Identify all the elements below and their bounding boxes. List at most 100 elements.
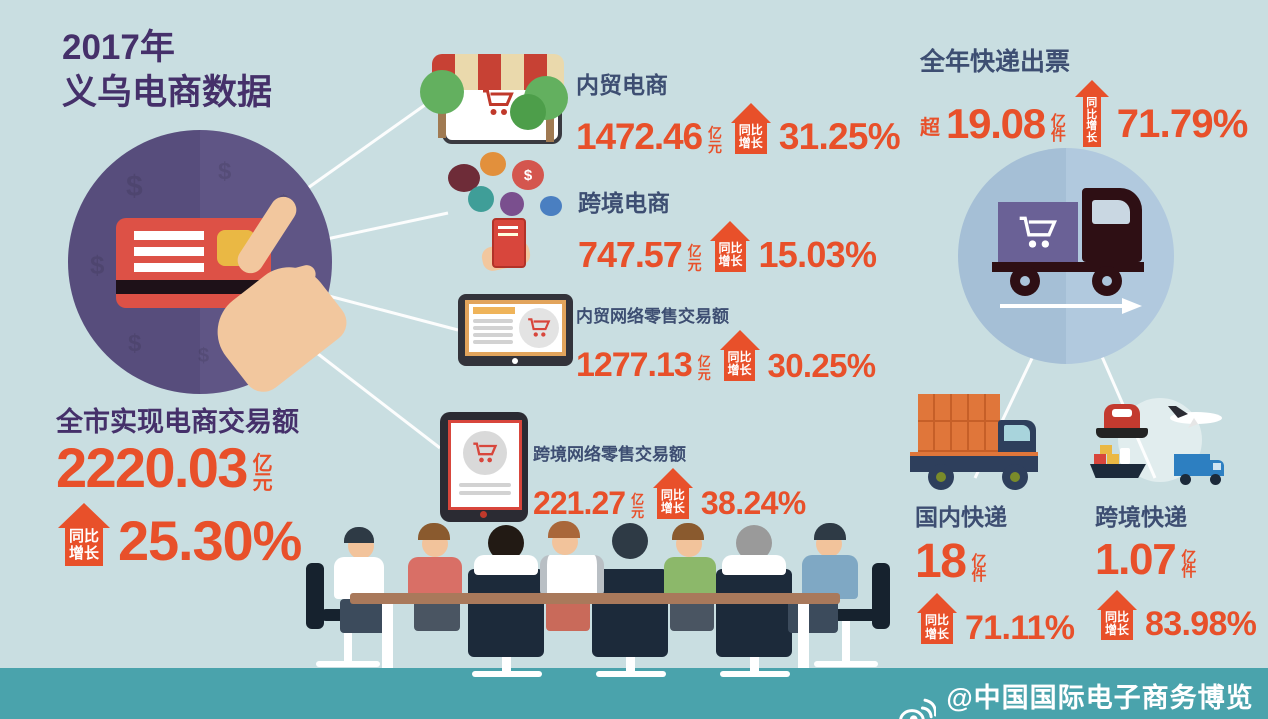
- direction-arrow-icon: [1000, 298, 1142, 314]
- growth-label: 同比增长: [1086, 97, 1098, 144]
- stat-domestic-express: 国内快递 18 亿件 同比增长 71.11%: [915, 498, 1075, 645]
- truck-wheel: [1010, 266, 1040, 296]
- title-line2: 义乌电商数据: [62, 72, 273, 112]
- stat-growth: 71.79%: [1116, 102, 1249, 147]
- cargo-box: [1100, 445, 1112, 454]
- stat-unit: 亿件: [1050, 112, 1066, 144]
- arrow-head: [719, 330, 760, 350]
- legs: [788, 599, 838, 633]
- chair-base: [814, 661, 878, 667]
- containers: [918, 394, 1000, 453]
- hair: [672, 523, 704, 540]
- torso: [664, 557, 716, 597]
- screen-line: [459, 483, 511, 487]
- cart-icon: [1019, 216, 1058, 248]
- stat-growth: 25.30%: [118, 508, 302, 572]
- truck-window: [1213, 463, 1221, 470]
- stat-growth: 83.98%: [1145, 605, 1257, 644]
- stat-growth: 31.25%: [778, 115, 901, 157]
- chair-base: [596, 671, 666, 677]
- stat-unit: 亿元: [697, 354, 711, 382]
- arrow-shaft: 同比增长: [714, 241, 747, 272]
- stat-label: 内贸网络零售交易额: [576, 307, 729, 326]
- speech-bubble: [468, 186, 494, 212]
- stat-annual-express: 全年快递出票 超 19.08 亿件 同比增长 71.79%: [920, 42, 1249, 148]
- hair: [548, 521, 580, 538]
- stat-value: 2220.03: [56, 436, 248, 499]
- stat-label: 全市实现电商交易额: [56, 407, 299, 437]
- stat-label: 跨境电商: [578, 190, 670, 216]
- phone-line: [498, 226, 518, 229]
- tablet-cart-icon: [440, 412, 528, 526]
- speech-bubble: [540, 196, 562, 216]
- ship-bridge: [1120, 448, 1130, 464]
- meeting-table-people: [306, 505, 890, 680]
- office-chair: [468, 569, 544, 657]
- monitor-frame: [458, 294, 573, 366]
- truck-cab: [1082, 188, 1142, 262]
- growth-arrow-icon: 同比增长: [730, 103, 771, 154]
- chair-pole: [502, 657, 511, 673]
- monitor-cart-icon: [458, 294, 573, 370]
- chair-base: [720, 671, 790, 677]
- dollar-glyph: $: [126, 170, 143, 203]
- growth-label: 同比增长: [660, 488, 685, 516]
- arrow-shaft: 同比增长: [656, 488, 689, 519]
- dollar-bubble: $: [512, 160, 544, 190]
- truck-cab: [1210, 460, 1224, 476]
- arrow-head: [58, 503, 110, 529]
- stat-value: 18: [915, 535, 967, 588]
- cargo-box: [1094, 454, 1106, 464]
- tree: [510, 94, 546, 130]
- container-truck-icon: [910, 394, 1038, 490]
- wheel-hub: [936, 472, 946, 482]
- screen-line: [473, 326, 513, 330]
- screen-banner: [473, 307, 515, 314]
- wheel-hub: [1010, 472, 1020, 482]
- growth-label: 同比增长: [1104, 609, 1129, 638]
- truck-chassis: [992, 262, 1144, 272]
- wheel-hub: [1020, 276, 1030, 286]
- stat-growth: 30.25%: [767, 346, 877, 384]
- torso: [408, 557, 462, 597]
- torso: [540, 555, 604, 595]
- arrow-shaft: 同比增长: [723, 350, 756, 381]
- cart-icon: [473, 442, 498, 463]
- card-stripe: [134, 231, 204, 240]
- credit-card: [116, 218, 271, 308]
- speech-bubble: [480, 152, 506, 176]
- table-leg: [382, 604, 393, 668]
- growth-arrow-icon: 同比增长: [1074, 80, 1109, 148]
- shoulders: [474, 555, 538, 575]
- phone: [492, 218, 526, 268]
- stat-value: 221.27: [533, 485, 626, 522]
- stat-crossborder-retail: 跨境网络零售交易额 221.27 亿元 同比增长 38.24%: [533, 440, 806, 522]
- chair-base: [472, 671, 542, 677]
- arrow-shaft: 同比增长: [1101, 609, 1133, 641]
- wheel-hub: [1102, 276, 1112, 286]
- truck-wheel: [928, 464, 954, 490]
- arrow-head: [1074, 80, 1109, 97]
- chair-pole: [344, 621, 352, 663]
- train-base: [1096, 428, 1148, 438]
- growth-arrow-icon: 同比增长: [710, 221, 751, 272]
- screen-line: [473, 340, 513, 344]
- stat-prefix: 超: [920, 117, 940, 140]
- storefront-icon: [420, 42, 570, 147]
- chair-base: [316, 661, 380, 667]
- dollar-glyph: $: [128, 330, 142, 357]
- dollar-glyph: $: [90, 250, 105, 280]
- hair: [612, 523, 648, 559]
- container-seam: [918, 420, 1000, 422]
- watermark: @中国国际电子商务博览会: [898, 676, 1268, 719]
- tablet-frame: [440, 412, 528, 522]
- stat-crossborder-express: 跨境快递 1.07 亿件 同比增长 83.98%: [1095, 498, 1257, 644]
- growth-arrow-icon: 同比增长: [917, 593, 957, 645]
- page-title: 2017年 义乌电商数据: [62, 26, 272, 116]
- screen-line: [473, 333, 513, 337]
- stat-label: 跨境网络零售交易额: [533, 445, 686, 464]
- train-icon: [1104, 404, 1140, 430]
- stat-unit: 亿件: [971, 552, 987, 584]
- stat-growth: 38.24%: [700, 485, 806, 522]
- stat-city-total: 全市实现电商交易额 2220.03 亿元 同比增长 25.30%: [56, 400, 302, 572]
